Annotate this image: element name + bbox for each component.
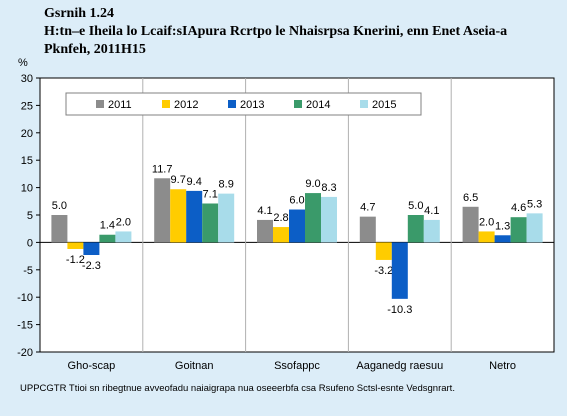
bar bbox=[67, 242, 84, 249]
data-label: 1.3 bbox=[495, 220, 510, 232]
data-label: 5.0 bbox=[408, 200, 423, 212]
legend-swatch bbox=[228, 100, 236, 108]
data-label: 2.0 bbox=[116, 216, 131, 228]
y-tick-label: -10 bbox=[17, 292, 33, 304]
y-tick-label: -20 bbox=[17, 347, 33, 359]
data-label: 8.9 bbox=[219, 179, 234, 191]
data-label: 4.1 bbox=[257, 205, 272, 217]
data-label: -10.3 bbox=[387, 304, 412, 316]
bar bbox=[186, 190, 203, 243]
data-label: 5.0 bbox=[52, 200, 67, 212]
y-tick-label: 15 bbox=[21, 155, 33, 167]
bar bbox=[391, 242, 408, 299]
bar bbox=[115, 231, 132, 243]
legend-swatch bbox=[294, 100, 302, 108]
legend-label: 2015 bbox=[372, 99, 396, 111]
category-label: Aaganedg raesuu bbox=[356, 360, 443, 372]
bar bbox=[359, 216, 376, 243]
bar bbox=[99, 234, 116, 243]
data-label: 6.5 bbox=[463, 192, 478, 204]
data-label: 2.8 bbox=[273, 212, 288, 224]
bar bbox=[407, 215, 424, 243]
bar bbox=[257, 219, 273, 243]
data-label: 4.1 bbox=[424, 205, 439, 217]
y-tick-label: -5 bbox=[23, 265, 33, 277]
bar bbox=[462, 206, 479, 243]
data-label: 4.6 bbox=[511, 202, 526, 214]
figure-subtitle: Pknfeh, 2011H15 bbox=[44, 42, 146, 57]
category-label: Goitnan bbox=[175, 360, 214, 372]
bar bbox=[423, 219, 440, 243]
bar bbox=[154, 178, 171, 243]
legend bbox=[65, 92, 422, 116]
y-tick-label: 30 bbox=[21, 73, 33, 85]
bar bbox=[202, 203, 219, 243]
legend-label: 2014 bbox=[306, 99, 330, 111]
bar bbox=[526, 213, 543, 243]
data-label: 7.1 bbox=[203, 188, 218, 200]
data-label: 5.3 bbox=[527, 198, 542, 210]
bar bbox=[83, 242, 100, 256]
bar bbox=[273, 227, 289, 243]
y-tick-label: 10 bbox=[21, 183, 33, 195]
data-label: 9.0 bbox=[305, 178, 320, 190]
category-label: Netro bbox=[489, 360, 516, 372]
legend-swatch bbox=[162, 100, 170, 108]
data-label: 8.3 bbox=[321, 182, 336, 194]
legend-label: 2011 bbox=[108, 99, 132, 111]
data-label: 4.7 bbox=[360, 202, 375, 214]
y-tick-label: 0 bbox=[27, 237, 33, 249]
bar bbox=[170, 189, 187, 243]
legend-swatch bbox=[96, 100, 104, 108]
legend-label: 2013 bbox=[240, 99, 264, 111]
y-tick-label: 25 bbox=[21, 100, 33, 112]
category-label: Gho-scap bbox=[68, 360, 116, 372]
y-tick-label: 20 bbox=[21, 128, 33, 140]
bar bbox=[305, 193, 321, 243]
source-footnote: UPPCGTR Ttioi sn ribegtnue avveofadu nai… bbox=[20, 383, 455, 394]
bar bbox=[321, 196, 337, 243]
bar bbox=[218, 193, 235, 243]
data-label: -1.2 bbox=[66, 254, 85, 266]
y-axis-unit: % bbox=[18, 57, 28, 69]
figure-number: Gsrnih 1.24 bbox=[44, 6, 115, 21]
bar bbox=[510, 217, 527, 243]
category-label: Ssofappc bbox=[274, 360, 320, 372]
data-label: 6.0 bbox=[289, 195, 304, 207]
y-tick-label: 5 bbox=[27, 210, 33, 222]
y-tick-label: -15 bbox=[17, 320, 33, 332]
data-label: -3.2 bbox=[374, 265, 393, 277]
bar bbox=[51, 215, 68, 243]
bar bbox=[375, 242, 392, 260]
bar bbox=[494, 235, 511, 243]
data-label: 1.4 bbox=[100, 220, 115, 232]
data-label: 2.0 bbox=[479, 216, 494, 228]
data-label: 9.4 bbox=[187, 176, 202, 188]
data-label: -2.3 bbox=[82, 260, 101, 272]
legend-swatch bbox=[360, 100, 368, 108]
legend-label: 2012 bbox=[174, 99, 198, 111]
data-label: 11.7 bbox=[152, 163, 173, 175]
bar bbox=[289, 209, 305, 243]
data-label: 9.7 bbox=[171, 174, 186, 186]
bar bbox=[478, 231, 495, 243]
figure-title: H:tn–e Iheila lo Lcaif:sIApura Rcrtpo le… bbox=[44, 24, 508, 39]
